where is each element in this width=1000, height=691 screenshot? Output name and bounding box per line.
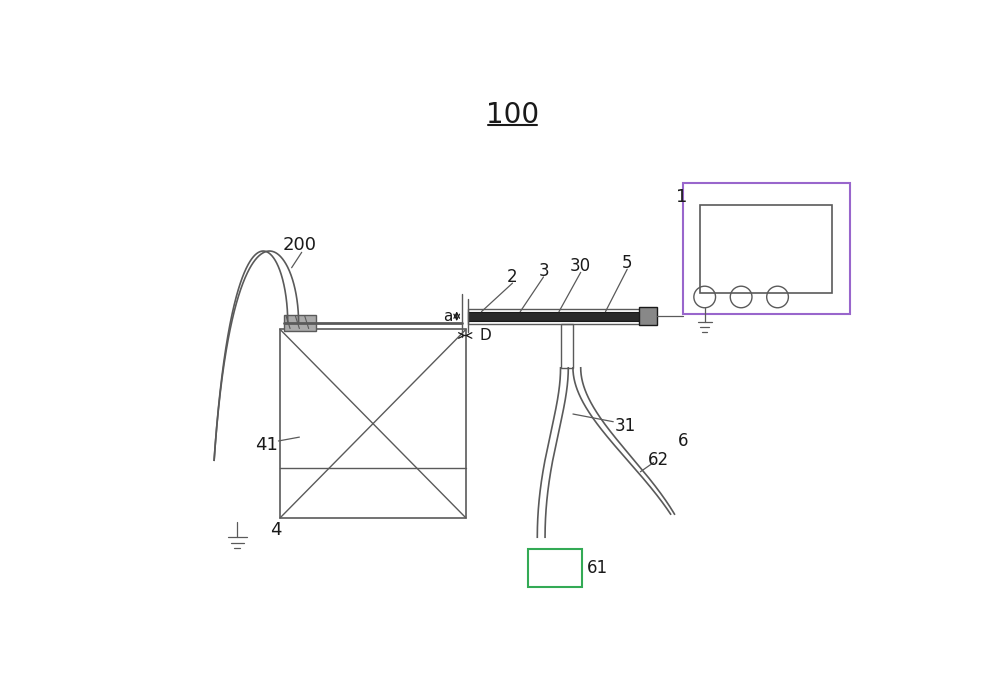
Bar <box>284 316 316 331</box>
Text: 100: 100 <box>486 102 539 129</box>
Text: 31: 31 <box>614 417 636 435</box>
Text: 62: 62 <box>648 451 669 469</box>
Bar <box>468 308 652 324</box>
Text: 5: 5 <box>622 254 632 272</box>
Text: 41: 41 <box>255 436 277 454</box>
Bar <box>280 330 466 518</box>
Text: 1: 1 <box>676 188 687 206</box>
Text: 6: 6 <box>678 432 688 450</box>
Text: a: a <box>443 309 452 323</box>
Text: 4: 4 <box>270 520 282 538</box>
Text: 2: 2 <box>507 268 518 286</box>
Text: 3: 3 <box>538 262 549 280</box>
Text: 200: 200 <box>282 236 316 254</box>
Bar <box>561 324 573 368</box>
Bar <box>683 183 850 314</box>
Bar <box>639 307 657 325</box>
Text: D: D <box>480 328 491 343</box>
Text: 61: 61 <box>587 559 608 577</box>
Bar <box>700 205 832 293</box>
Text: 30: 30 <box>570 257 591 275</box>
Bar <box>528 549 582 587</box>
Bar <box>468 312 639 321</box>
